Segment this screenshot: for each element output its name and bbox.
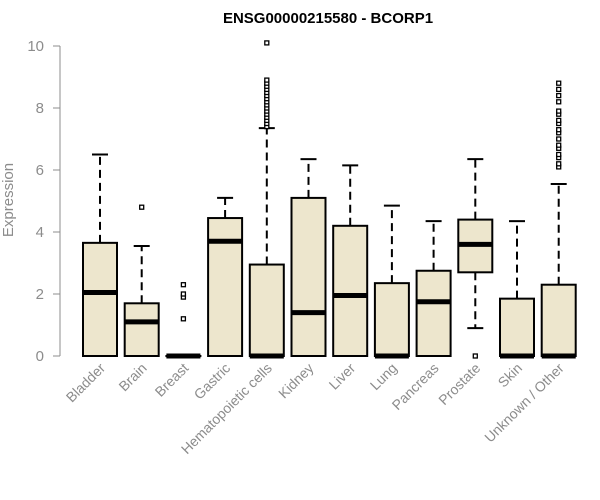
outlier-point bbox=[556, 127, 562, 133]
x-tick-label: Breast bbox=[152, 360, 192, 400]
outlier-point bbox=[556, 117, 562, 124]
outlier-point bbox=[180, 316, 187, 322]
box-group bbox=[207, 196, 244, 357]
chart-title: ENSG00000215580 - BCORP1 bbox=[223, 10, 433, 27]
outlier-point bbox=[139, 204, 145, 210]
box-rect bbox=[290, 196, 327, 357]
x-tick-label: Brain bbox=[115, 360, 149, 394]
outlier-point bbox=[556, 92, 562, 99]
y-axis: 0 2 4 6 8 10 bbox=[27, 38, 61, 365]
outlier-point bbox=[556, 136, 562, 142]
box-group bbox=[248, 40, 285, 359]
x-tick-label: Unknown / Other bbox=[481, 360, 567, 446]
box-rect bbox=[373, 282, 410, 357]
box-group bbox=[499, 220, 535, 359]
y-tick-label: 2 bbox=[36, 286, 44, 303]
box-group bbox=[290, 158, 327, 357]
outlier-point bbox=[556, 86, 562, 93]
box-group bbox=[332, 164, 369, 357]
y-tick-label: 4 bbox=[36, 224, 44, 241]
box-rect bbox=[499, 297, 535, 357]
box-rect bbox=[207, 217, 244, 357]
box-rect bbox=[332, 224, 369, 357]
outlier-point bbox=[556, 161, 562, 167]
outlier-point bbox=[556, 151, 562, 158]
x-tick-label: Skin bbox=[495, 360, 526, 391]
y-tick-label: 8 bbox=[36, 100, 44, 117]
box-group bbox=[373, 204, 410, 359]
x-tick-label: Prostate bbox=[435, 360, 483, 408]
outlier-point bbox=[472, 353, 478, 359]
boxes-layer bbox=[82, 40, 577, 359]
y-tick-label: 6 bbox=[36, 162, 44, 179]
outlier-point bbox=[264, 77, 270, 83]
outlier-point bbox=[556, 142, 562, 148]
x-tick-label: Kidney bbox=[275, 360, 317, 402]
outlier-point bbox=[556, 108, 562, 114]
outlier-point bbox=[180, 291, 187, 297]
box-group bbox=[540, 80, 577, 359]
box-rect bbox=[540, 283, 577, 358]
box-rect bbox=[248, 263, 285, 357]
box-group bbox=[82, 153, 118, 358]
box-group bbox=[457, 158, 494, 359]
outlier-point bbox=[556, 80, 562, 86]
y-tick-label: 10 bbox=[27, 38, 44, 55]
box-group bbox=[415, 220, 452, 357]
x-tick-label: Bladder bbox=[63, 360, 109, 406]
outlier-point bbox=[180, 282, 187, 288]
box-rect bbox=[123, 302, 160, 357]
x-tick-label: Liver bbox=[326, 360, 359, 393]
y-tick-label: 0 bbox=[36, 348, 44, 365]
y-axis-label: Expression bbox=[0, 163, 17, 237]
outlier-point bbox=[264, 40, 270, 46]
box-rect bbox=[415, 269, 452, 357]
box-group bbox=[165, 282, 202, 359]
box-rect bbox=[82, 241, 118, 358]
box-group bbox=[123, 204, 160, 357]
outlier-point bbox=[556, 99, 562, 105]
x-tick-label: Lung bbox=[367, 360, 400, 393]
